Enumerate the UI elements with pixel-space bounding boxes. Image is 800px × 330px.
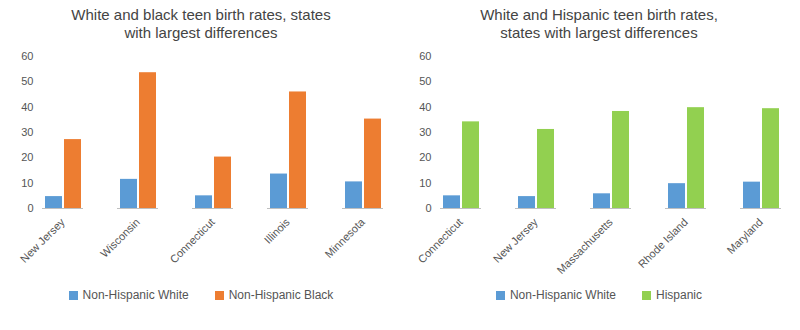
html-text:White and Hispanic teen birth: White and Hispanic teen birth rates, sta… bbox=[480, 6, 718, 41]
html-text:Hispanic: Hispanic bbox=[656, 288, 702, 302]
svg-text:40: 40 bbox=[21, 101, 33, 113]
svg-text:0: 0 bbox=[27, 202, 33, 214]
svg-text:Illinois: Illinois bbox=[262, 215, 292, 245]
svg-text:30: 30 bbox=[21, 126, 33, 138]
svg-text:30: 30 bbox=[419, 126, 431, 138]
html-text:White and black teen birth rat: White and black teen birth rates, states… bbox=[71, 6, 331, 41]
svg-text:50: 50 bbox=[419, 75, 431, 87]
svg-text:New Jersey: New Jersey bbox=[491, 215, 540, 264]
svg-text:Connecticut: Connecticut bbox=[415, 216, 465, 266]
svg-text:New Jersey: New Jersey bbox=[18, 215, 67, 264]
html-text:Non-Hispanic White: Non-Hispanic White bbox=[510, 288, 616, 302]
svg-text:Connecticut: Connecticut bbox=[167, 216, 217, 266]
svg-text:20: 20 bbox=[419, 151, 431, 163]
svg-text:60: 60 bbox=[21, 50, 33, 62]
svg-text:20: 20 bbox=[21, 151, 33, 163]
svg-text:10: 10 bbox=[21, 177, 33, 189]
svg-text:Massachusetts: Massachusetts bbox=[555, 215, 616, 276]
svg-text:Minnesota: Minnesota bbox=[323, 215, 368, 260]
svg-text:60: 60 bbox=[419, 50, 431, 62]
svg-text:Rhode Island: Rhode Island bbox=[636, 216, 690, 270]
svg-text:40: 40 bbox=[419, 101, 431, 113]
svg-text:10: 10 bbox=[419, 177, 431, 189]
svg-text:Maryland: Maryland bbox=[724, 216, 764, 256]
svg-text:50: 50 bbox=[21, 75, 33, 87]
svg-text:0: 0 bbox=[425, 202, 431, 214]
svg-text:Wisconsin: Wisconsin bbox=[98, 216, 142, 260]
html-text:Non-Hispanic White: Non-Hispanic White bbox=[82, 288, 189, 302]
html-text:Non-Hispanic Black: Non-Hispanic Black bbox=[228, 288, 334, 302]
